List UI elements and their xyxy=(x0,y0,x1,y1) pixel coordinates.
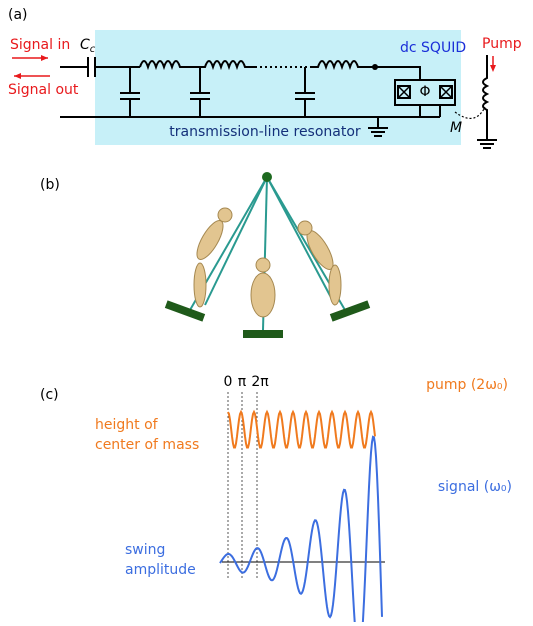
pump-wave xyxy=(228,412,375,448)
panel-label: (a) xyxy=(8,7,28,23)
figure: (a) Signal in Signal out Cc Φ dc SQUID P… xyxy=(0,0,533,622)
squid-label: dc SQUID xyxy=(400,40,466,56)
signal-wave-label: signal (ω₀) xyxy=(438,479,512,495)
cap-symbol: C xyxy=(80,37,90,53)
swing-label: amplitude xyxy=(125,562,196,578)
phase-label: 0 xyxy=(224,374,233,390)
swing-label: swing xyxy=(125,542,165,558)
arrow-head xyxy=(490,65,496,72)
arrow-head xyxy=(14,73,21,79)
height-label: height of xyxy=(95,417,159,433)
pump-label: Pump xyxy=(482,36,522,52)
arrow-head xyxy=(41,55,48,61)
flux-symbol: Φ xyxy=(419,84,430,100)
signal-in: Signal in xyxy=(10,37,70,53)
resonator-label: transmission-line resonator xyxy=(169,124,361,140)
mutual-label: M xyxy=(450,120,462,136)
node xyxy=(372,64,378,70)
cap-subscript: c xyxy=(90,44,96,55)
phase-label: 2π xyxy=(251,374,269,390)
signal-out: Signal out xyxy=(8,82,79,98)
phase-label: π xyxy=(238,374,247,390)
height-label: center of mass xyxy=(95,437,199,453)
cap-label: Cc xyxy=(80,37,96,55)
pivot xyxy=(262,172,272,182)
panel-label: (c) xyxy=(40,387,59,403)
signal-wave xyxy=(220,437,382,622)
panel-label: (b) xyxy=(40,177,60,193)
pump-wave-label: pump (2ω₀) xyxy=(426,377,508,393)
